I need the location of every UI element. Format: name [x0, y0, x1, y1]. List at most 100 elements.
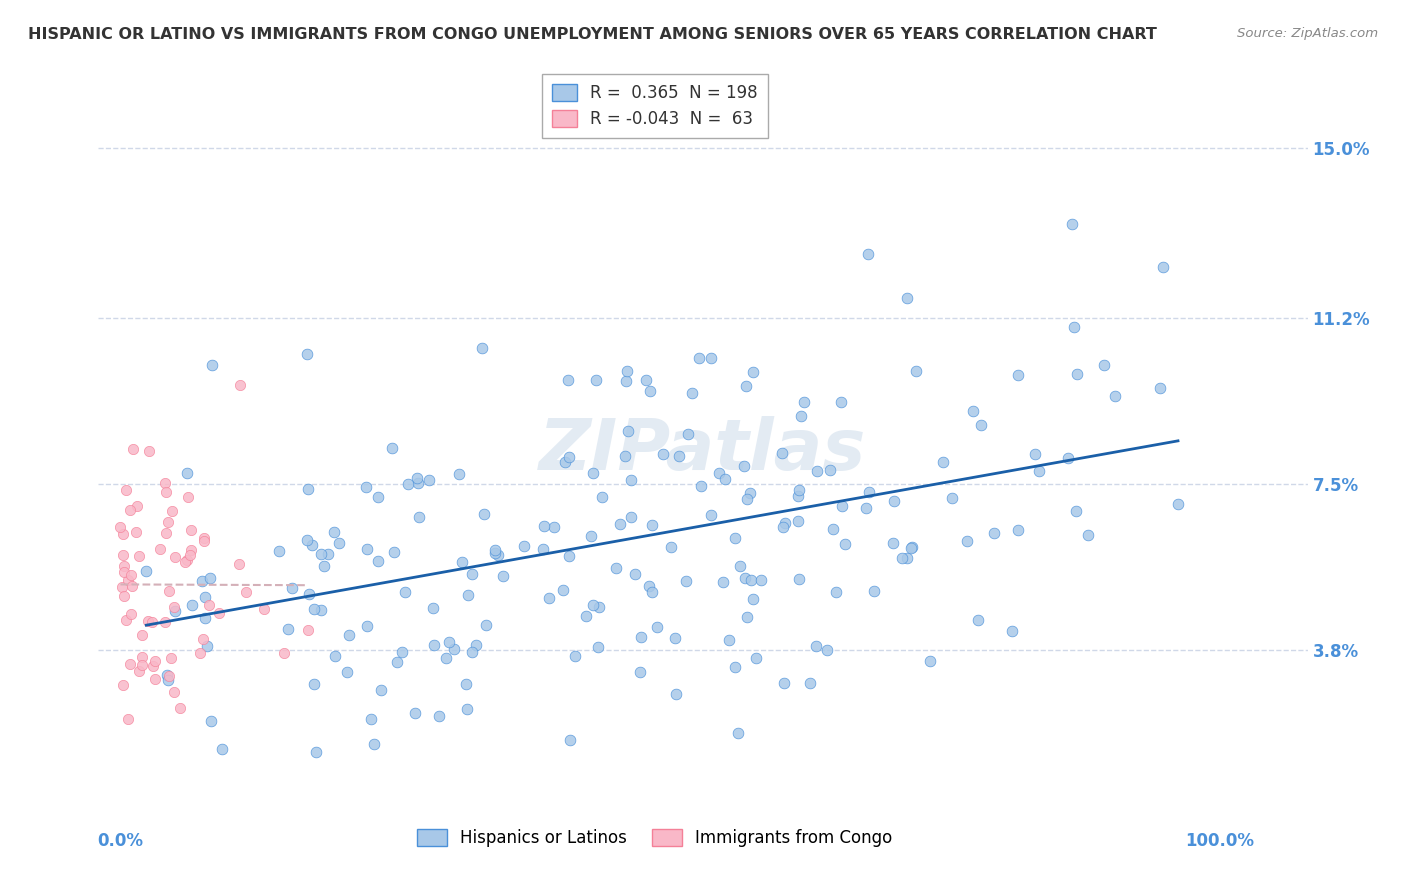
Hispanics or Latinos — [382, 544, 405, 558]
Immigrants from Congo — [111, 580, 134, 594]
Hispanics or Latinos — [1092, 358, 1115, 372]
Hispanics or Latinos — [724, 660, 747, 674]
Hispanics or Latinos — [773, 676, 796, 690]
Immigrants from Congo — [197, 598, 219, 612]
Hispanics or Latinos — [1007, 368, 1029, 382]
Hispanics or Latinos — [418, 474, 440, 488]
Immigrants from Congo — [163, 685, 186, 699]
Immigrants from Congo — [141, 615, 163, 630]
Hispanics or Latinos — [1028, 464, 1050, 478]
Hispanics or Latinos — [616, 364, 638, 378]
Hispanics or Latinos — [690, 479, 713, 493]
Hispanics or Latinos — [484, 543, 506, 558]
Text: HISPANIC OR LATINO VS IMMIGRANTS FROM CONGO UNEMPLOYMENT AMONG SENIORS OVER 65 Y: HISPANIC OR LATINO VS IMMIGRANTS FROM CO… — [28, 27, 1157, 42]
Hispanics or Latinos — [156, 668, 179, 682]
Hispanics or Latinos — [713, 472, 735, 486]
Immigrants from Congo — [193, 531, 215, 545]
Hispanics or Latinos — [700, 508, 723, 523]
Hispanics or Latinos — [620, 510, 643, 524]
Immigrants from Congo — [208, 606, 231, 620]
Hispanics or Latinos — [406, 476, 429, 491]
Immigrants from Congo — [112, 559, 135, 574]
Hispanics or Latinos — [789, 483, 811, 497]
Hispanics or Latinos — [675, 574, 697, 588]
Hispanics or Latinos — [554, 455, 576, 469]
Immigrants from Congo — [142, 658, 165, 673]
Hispanics or Latinos — [717, 633, 740, 648]
Hispanics or Latinos — [770, 446, 793, 460]
Hispanics or Latinos — [688, 351, 710, 365]
Hispanics or Latinos — [575, 609, 598, 624]
Hispanics or Latinos — [609, 517, 631, 532]
Hispanics or Latinos — [681, 386, 703, 401]
Immigrants from Congo — [128, 549, 150, 564]
Hispanics or Latinos — [302, 602, 325, 616]
Immigrants from Congo — [114, 483, 136, 497]
Immigrants from Congo — [229, 377, 252, 392]
Hispanics or Latinos — [806, 639, 828, 653]
Hispanics or Latinos — [295, 347, 318, 361]
Immigrants from Congo — [121, 578, 143, 592]
Hispanics or Latinos — [471, 341, 494, 355]
Hispanics or Latinos — [456, 677, 478, 691]
Hispanics or Latinos — [277, 622, 299, 636]
Hispanics or Latinos — [301, 538, 323, 552]
Hispanics or Latinos — [423, 639, 446, 653]
Hispanics or Latinos — [773, 516, 796, 530]
Hispanics or Latinos — [200, 714, 222, 728]
Hispanics or Latinos — [1007, 523, 1029, 537]
Hispanics or Latinos — [585, 374, 607, 388]
Hispanics or Latinos — [475, 618, 498, 632]
Immigrants from Congo — [180, 543, 202, 558]
Hispanics or Latinos — [659, 540, 682, 554]
Hispanics or Latinos — [181, 598, 204, 612]
Hispanics or Latinos — [1001, 624, 1024, 638]
Hispanics or Latinos — [678, 426, 700, 441]
Hispanics or Latinos — [280, 581, 302, 595]
Hispanics or Latinos — [605, 561, 627, 575]
Immigrants from Congo — [157, 515, 180, 529]
Immigrants from Congo — [120, 657, 142, 671]
Immigrants from Congo — [120, 568, 142, 582]
Hispanics or Latinos — [616, 424, 638, 438]
Hispanics or Latinos — [311, 547, 333, 561]
Hispanics or Latinos — [538, 591, 561, 605]
Hispanics or Latinos — [298, 587, 321, 601]
Hispanics or Latinos — [733, 459, 755, 474]
Hispanics or Latinos — [163, 604, 186, 618]
Immigrants from Congo — [155, 475, 177, 490]
Hispanics or Latinos — [652, 447, 675, 461]
Immigrants from Congo — [143, 672, 166, 686]
Hispanics or Latinos — [700, 351, 723, 365]
Hispanics or Latinos — [668, 450, 690, 464]
Hispanics or Latinos — [297, 483, 319, 497]
Hispanics or Latinos — [461, 645, 484, 659]
Hispanics or Latinos — [472, 508, 495, 522]
Hispanics or Latinos — [328, 536, 350, 550]
Hispanics or Latinos — [398, 477, 420, 491]
Hispanics or Latinos — [883, 493, 905, 508]
Hispanics or Latinos — [385, 655, 408, 669]
Hispanics or Latinos — [456, 702, 478, 716]
Hispanics or Latinos — [728, 558, 751, 573]
Hispanics or Latinos — [896, 551, 918, 566]
Hispanics or Latinos — [484, 546, 506, 560]
Hispanics or Latinos — [745, 650, 768, 665]
Hispanics or Latinos — [318, 547, 340, 561]
Immigrants from Congo — [159, 584, 181, 599]
Hispanics or Latinos — [305, 745, 328, 759]
Hispanics or Latinos — [304, 677, 326, 691]
Hispanics or Latinos — [855, 500, 877, 515]
Hispanics or Latinos — [367, 490, 389, 504]
Hispanics or Latinos — [735, 379, 758, 393]
Hispanics or Latinos — [793, 395, 815, 409]
Immigrants from Congo — [131, 628, 153, 642]
Hispanics or Latinos — [638, 384, 661, 398]
Hispanics or Latinos — [531, 541, 554, 556]
Immigrants from Congo — [143, 654, 166, 668]
Immigrants from Congo — [176, 553, 198, 567]
Hispanics or Latinos — [406, 471, 429, 485]
Immigrants from Congo — [111, 527, 134, 541]
Hispanics or Latinos — [492, 568, 515, 582]
Hispanics or Latinos — [932, 455, 955, 469]
